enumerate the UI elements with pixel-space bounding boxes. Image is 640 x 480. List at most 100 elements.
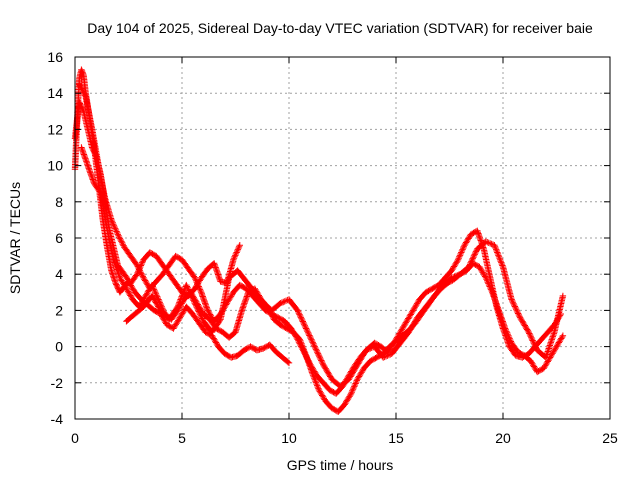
data-point	[162, 264, 164, 266]
data-point	[106, 246, 108, 248]
data-point	[350, 393, 352, 395]
data-point	[82, 110, 85, 112]
data-point	[391, 353, 393, 355]
data-point	[200, 291, 202, 293]
data-point	[110, 219, 112, 221]
data-point	[200, 277, 202, 279]
data-point	[142, 306, 145, 308]
data-point	[489, 277, 491, 279]
data-point	[335, 393, 337, 395]
data-point	[553, 324, 555, 326]
data-point	[508, 346, 511, 348]
y-tick-label: 8	[55, 194, 63, 210]
data-point	[382, 356, 384, 359]
data-point	[230, 356, 232, 359]
data-point	[78, 78, 80, 80]
data-point	[284, 320, 286, 322]
data-point	[279, 302, 282, 304]
data-point	[115, 282, 117, 284]
data-point	[185, 306, 187, 308]
x-tick-label: 15	[388, 430, 404, 446]
data-point	[136, 264, 138, 266]
data-point	[483, 248, 485, 250]
data-point	[534, 346, 536, 348]
data-point	[207, 268, 209, 270]
data-point	[331, 407, 333, 409]
data-point	[119, 291, 121, 293]
data-point	[232, 291, 234, 293]
data-point	[275, 351, 277, 353]
data-point	[560, 313, 562, 315]
data-point	[510, 298, 513, 301]
y-tick-label: 12	[47, 121, 63, 137]
data-point	[442, 284, 444, 286]
x-tick-label: 5	[178, 430, 186, 446]
data-point	[553, 331, 555, 333]
data-point	[78, 83, 80, 85]
data-point	[145, 295, 147, 297]
data-point	[97, 165, 100, 167]
data-point	[416, 317, 418, 319]
data-point	[478, 266, 481, 268]
data-point	[219, 318, 222, 321]
data-point	[356, 378, 359, 380]
data-point	[213, 320, 215, 322]
data-point	[153, 309, 155, 311]
data-point	[226, 302, 228, 304]
data-point	[211, 331, 213, 333]
data-point	[476, 248, 478, 250]
data-point	[149, 251, 151, 254]
data-point	[232, 259, 234, 261]
data-point	[444, 277, 446, 279]
data-point	[166, 324, 168, 326]
data-point	[288, 298, 290, 301]
data-point	[234, 331, 237, 333]
data-point	[510, 342, 513, 344]
data-point	[562, 295, 564, 297]
data-point	[149, 288, 151, 290]
data-point	[376, 356, 378, 359]
data-point	[87, 128, 89, 130]
data-point	[228, 277, 230, 279]
data-point	[386, 351, 389, 353]
data-point	[380, 346, 382, 348]
data-point	[119, 277, 121, 279]
data-point	[87, 165, 89, 167]
data-point	[174, 282, 177, 284]
data-point	[239, 284, 241, 286]
data-point	[249, 346, 252, 348]
data-point	[515, 355, 517, 357]
data-point	[337, 411, 339, 413]
data-point	[562, 335, 564, 337]
x-tick-label: 20	[495, 430, 511, 446]
y-tick-label: 4	[55, 266, 63, 282]
axis-ticks: 0 5 10 15 20 25 -4 -2 0 2 4 6 8 10 12 14 16	[47, 49, 618, 446]
data-point	[97, 183, 100, 185]
data-point	[183, 298, 185, 301]
data-point	[277, 317, 279, 319]
data-point	[271, 313, 273, 315]
data-point	[157, 298, 160, 301]
data-point	[519, 317, 521, 319]
data-point	[305, 327, 307, 330]
data-point	[476, 230, 478, 232]
data-point	[224, 353, 226, 355]
x-tick-label: 25	[602, 430, 618, 446]
data-point	[181, 259, 183, 261]
data-point	[401, 335, 404, 337]
data-point	[136, 273, 138, 275]
y-tick-label: 2	[55, 302, 63, 318]
data-point	[555, 346, 558, 348]
data-point	[493, 244, 496, 246]
data-point	[213, 262, 215, 264]
y-axis-label: SDTVAR / TECUs	[7, 182, 23, 294]
series-markers	[76, 80, 564, 397]
y-tick-label: 16	[47, 49, 63, 65]
data-point	[322, 382, 324, 384]
data-point	[314, 346, 316, 348]
data-point	[543, 367, 545, 369]
data-point	[341, 385, 344, 388]
data-point	[290, 327, 292, 330]
data-point	[82, 74, 85, 76]
data-point	[485, 241, 487, 243]
